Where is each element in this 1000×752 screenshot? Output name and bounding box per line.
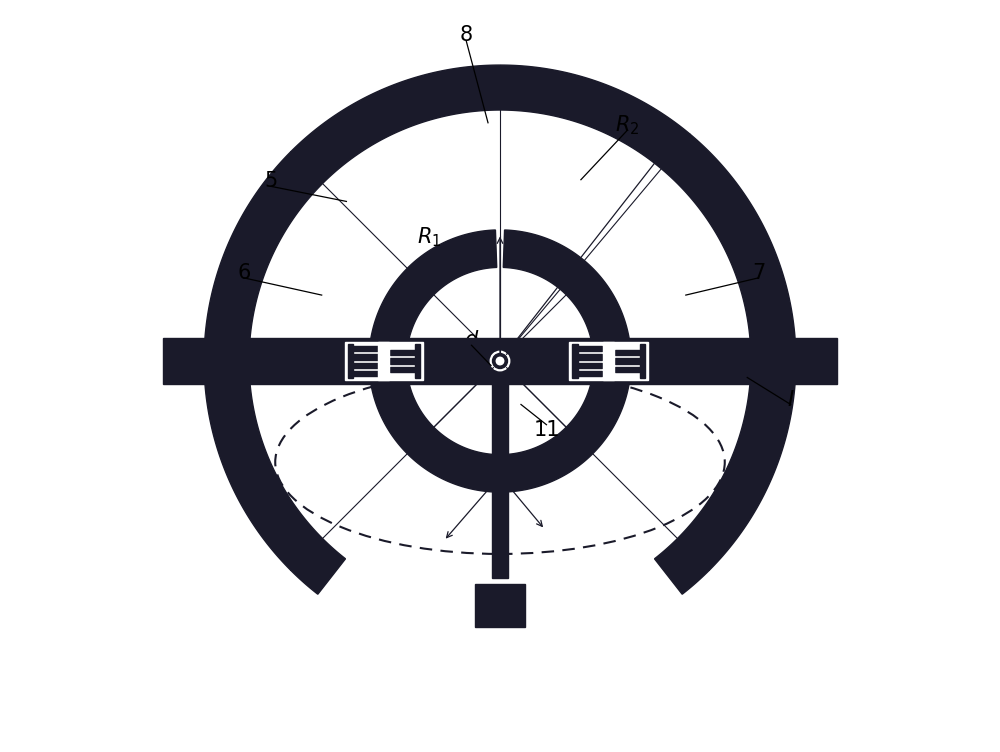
Text: 8: 8 (460, 25, 473, 45)
Polygon shape (603, 341, 614, 381)
Polygon shape (572, 344, 578, 378)
Polygon shape (204, 65, 796, 594)
Polygon shape (345, 341, 423, 381)
Text: 11: 11 (533, 420, 560, 440)
Text: 7: 7 (752, 262, 765, 283)
Polygon shape (569, 341, 648, 381)
Polygon shape (415, 344, 420, 378)
Polygon shape (492, 384, 508, 578)
Polygon shape (578, 362, 602, 368)
Polygon shape (353, 346, 378, 351)
Text: $R_1$: $R_1$ (417, 226, 441, 249)
Polygon shape (353, 371, 378, 376)
Polygon shape (390, 359, 415, 364)
Polygon shape (390, 350, 415, 356)
Polygon shape (163, 338, 837, 384)
Circle shape (490, 351, 510, 371)
Polygon shape (369, 230, 631, 492)
Polygon shape (640, 344, 645, 378)
Text: $d$: $d$ (464, 330, 479, 350)
Polygon shape (353, 354, 378, 359)
Polygon shape (615, 350, 640, 356)
Text: 5: 5 (265, 171, 278, 191)
Polygon shape (578, 354, 602, 359)
Polygon shape (578, 346, 602, 351)
Polygon shape (390, 367, 415, 372)
Circle shape (496, 357, 504, 365)
Polygon shape (348, 344, 353, 378)
Text: $V_\mathrm{cc}$: $V_\mathrm{cc}$ (487, 608, 513, 627)
Circle shape (493, 353, 507, 368)
Text: 6: 6 (237, 262, 250, 283)
Polygon shape (578, 371, 602, 376)
Polygon shape (615, 367, 640, 372)
Polygon shape (615, 359, 640, 364)
Text: I: I (788, 390, 794, 410)
Text: $R_2$: $R_2$ (615, 114, 640, 137)
Polygon shape (475, 584, 525, 627)
Polygon shape (378, 341, 389, 381)
Polygon shape (353, 362, 378, 368)
